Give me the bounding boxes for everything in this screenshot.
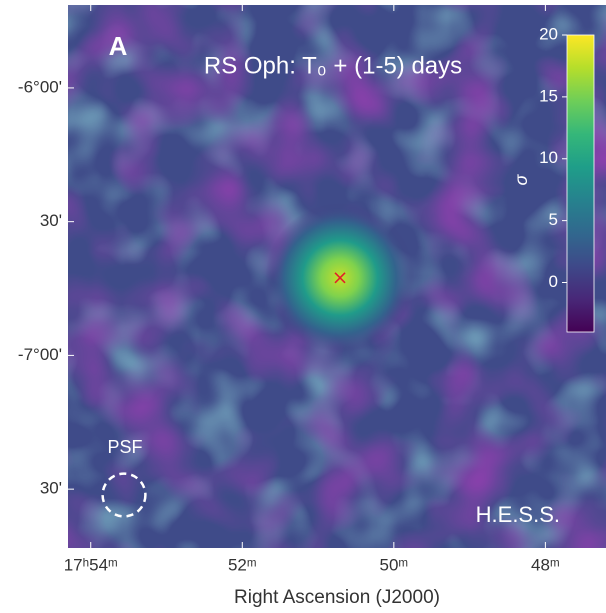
y-tick-label: -6°00' xyxy=(18,77,62,96)
colorbar-label: σ xyxy=(511,173,531,185)
x-tick-label: 48ᵐ xyxy=(531,555,560,574)
colorbar-tick-label: 20 xyxy=(539,24,558,43)
x-tick-label: 50ᵐ xyxy=(380,555,409,574)
colorbar xyxy=(567,35,594,332)
colorbar-tick-label: 10 xyxy=(539,148,558,167)
colorbar-tick-label: 15 xyxy=(539,86,558,105)
x-axis-label: Right Ascension (J2000) xyxy=(234,587,440,608)
credit: H.E.S.S. xyxy=(476,502,560,527)
sky-map xyxy=(68,5,606,548)
colorbar-tick-label: 5 xyxy=(549,210,558,229)
x-tick-label: 52ᵐ xyxy=(228,555,257,574)
psf-label: PSF xyxy=(107,437,142,457)
x-tick-label: 17ʰ54ᵐ xyxy=(64,555,118,574)
panel-label: A xyxy=(109,31,128,61)
y-tick-label: 30' xyxy=(40,479,62,498)
y-tick-label: -7°00' xyxy=(18,345,62,364)
y-tick-label: 30' xyxy=(40,211,62,230)
chart-title: RS Oph: T₀ + (1-5) days xyxy=(204,52,462,79)
chart: A RS Oph: T₀ + (1-5) days PSF H.E.S.S. σ… xyxy=(0,0,606,613)
colorbar-tick-label: 0 xyxy=(549,272,558,291)
